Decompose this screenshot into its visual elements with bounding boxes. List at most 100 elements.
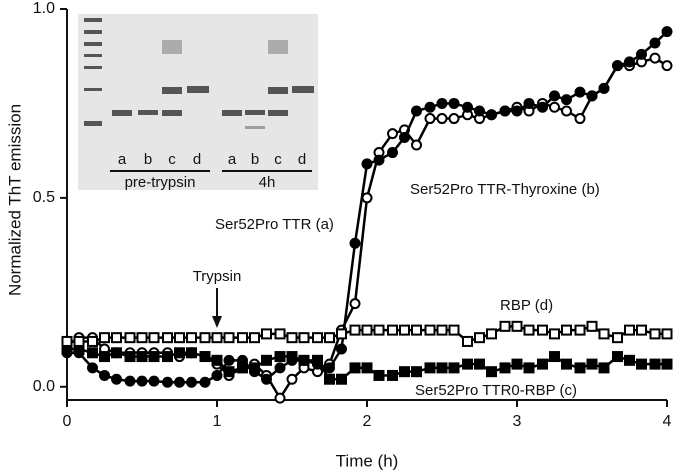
marker (424, 101, 436, 113)
marker (274, 351, 286, 363)
marker (448, 113, 460, 125)
group-label: 4h (259, 174, 276, 191)
marker (636, 48, 647, 60)
marker (199, 351, 211, 363)
marker (661, 358, 673, 370)
marker (249, 332, 260, 344)
lane-label: b (144, 151, 152, 168)
y-tick-label: 0.5 (33, 189, 55, 206)
marker (174, 332, 185, 344)
marker (636, 324, 647, 336)
annotation-arrowhead (212, 316, 222, 328)
marker (111, 332, 122, 344)
marker (312, 332, 323, 344)
marker (486, 109, 497, 121)
marker (486, 366, 497, 378)
marker (124, 332, 136, 344)
marker (549, 328, 560, 340)
marker (598, 328, 610, 340)
marker (411, 139, 422, 151)
marker (324, 362, 335, 374)
x-tick-label: 0 (63, 413, 72, 430)
series-label: RBP (d) (500, 297, 553, 314)
marker (286, 351, 298, 363)
marker (223, 332, 235, 344)
marker (99, 332, 110, 344)
series-label: Ser52Pro TTR-Thyroxine (b) (410, 181, 600, 198)
marker (199, 376, 211, 388)
marker (162, 376, 173, 388)
marker (111, 347, 122, 359)
annotation: Trypsin (193, 268, 242, 285)
marker (474, 358, 485, 370)
marker (136, 375, 148, 387)
lane-label: d (193, 151, 201, 168)
marker (373, 324, 385, 336)
marker (649, 37, 661, 49)
marker (336, 343, 347, 355)
marker (523, 324, 535, 336)
marker (462, 101, 473, 113)
marker (286, 373, 298, 385)
marker (186, 332, 197, 344)
marker (286, 332, 298, 344)
marker (636, 358, 647, 370)
marker (586, 320, 598, 332)
marker (186, 347, 197, 359)
marker (649, 52, 661, 64)
marker (349, 324, 361, 336)
marker (361, 192, 373, 204)
marker (624, 354, 635, 366)
marker (523, 97, 535, 109)
marker (312, 354, 323, 366)
marker (99, 369, 110, 381)
marker (124, 351, 136, 363)
marker (462, 335, 473, 347)
marker (274, 392, 286, 404)
lane-label: a (228, 151, 237, 168)
marker (162, 351, 173, 363)
marker (537, 358, 548, 370)
marker (561, 358, 572, 370)
marker (612, 332, 623, 344)
marker (574, 113, 586, 125)
marker (624, 324, 635, 336)
marker (249, 362, 260, 374)
y-tick-label: 0.0 (33, 378, 55, 395)
marker (324, 332, 335, 344)
y-axis-title: Normalized ThT emission (5, 104, 24, 296)
marker (387, 324, 398, 336)
marker (87, 335, 98, 347)
marker (136, 351, 148, 363)
marker (549, 351, 560, 363)
marker (261, 354, 272, 366)
marker (411, 366, 422, 378)
series-label: Ser52Pro TTR (a) (215, 216, 334, 233)
lane-label: a (118, 151, 127, 168)
gel-inset (78, 14, 318, 190)
marker (523, 362, 535, 374)
marker (148, 375, 160, 387)
marker (223, 354, 235, 366)
marker (411, 324, 422, 336)
marker (211, 369, 223, 381)
marker (274, 328, 286, 340)
marker (373, 154, 385, 166)
marker (387, 147, 398, 159)
marker (448, 97, 460, 109)
marker (537, 324, 548, 336)
marker (199, 332, 211, 344)
lane-label: b (251, 151, 259, 168)
marker (661, 60, 673, 72)
marker (499, 362, 511, 374)
marker (174, 376, 185, 388)
marker (399, 131, 410, 143)
x-tick-label: 2 (363, 413, 372, 430)
marker (561, 94, 572, 106)
marker (61, 335, 73, 347)
marker (148, 351, 160, 363)
marker (111, 373, 122, 385)
marker (448, 324, 460, 336)
group-label: pre-trypsin (125, 174, 196, 191)
marker (73, 335, 85, 347)
